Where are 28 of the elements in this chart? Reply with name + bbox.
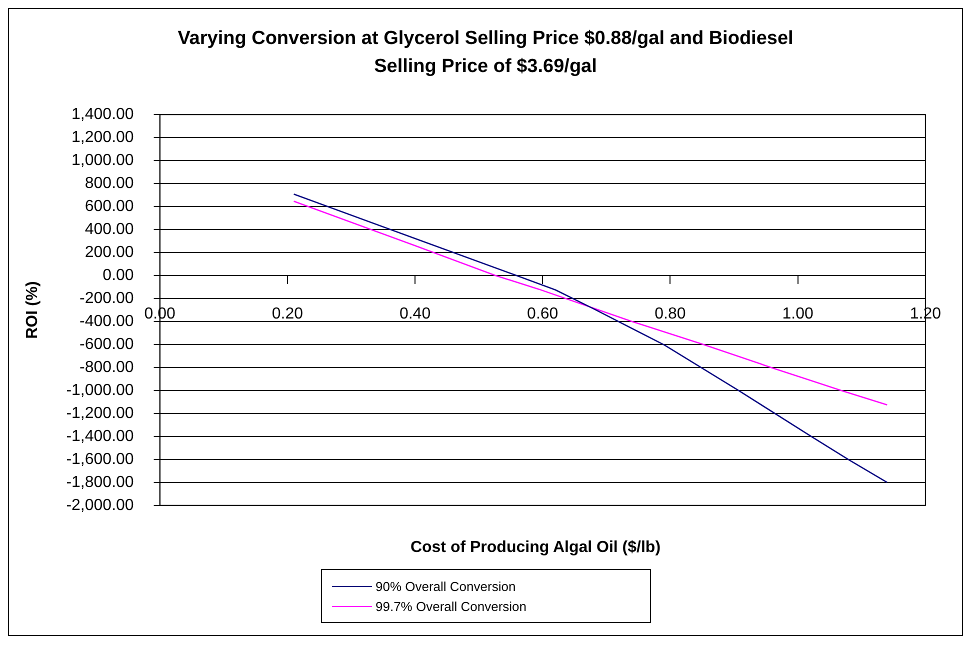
y-tick-label: -1,000.00 (66, 382, 134, 399)
x-tick-label: 0.40 (399, 306, 431, 323)
y-tick-label: 1,200.00 (72, 128, 134, 146)
x-tick-label: 0.60 (527, 306, 558, 323)
x-axis-title: Cost of Producing Algal Oil ($/lb) (409, 539, 662, 557)
chart-title: Varying Conversion at Glycerol Selling Price $0.88/gal and Biodiesel Selling Price of $3.69/gal (176, 27, 794, 79)
y-tick-label: -1,200.00 (66, 404, 134, 422)
y-tick-label: -600.00 (80, 336, 134, 353)
y-tick-label: 800.00 (84, 174, 134, 192)
y-tick-label: 200.00 (84, 244, 134, 261)
y-tick-label: -1,600.00 (66, 450, 134, 468)
y-axis-title: ROI (%) (24, 281, 42, 339)
y-tick-label: 400.00 (84, 220, 134, 238)
y-tick-label: -1,400.00 (66, 428, 134, 445)
x-tick-label: 1.00 (782, 306, 814, 323)
y-tick-label: -400.00 (80, 312, 134, 330)
x-tick-label: 0.80 (654, 306, 686, 323)
y-tick-label: -200.00 (80, 290, 134, 307)
legend-label: 90% Overall Conversion (376, 578, 516, 594)
y-tick-label: -1,800.00 (66, 474, 134, 491)
y-tick-label: -2,000.00 (66, 496, 134, 514)
y-tick-label: 1,000.00 (72, 152, 134, 169)
legend-label: 99.7% Overall Conversion (376, 598, 527, 614)
y-tick-label: -800.00 (80, 358, 134, 376)
y-tick-label: 0.00 (102, 266, 134, 284)
y-tick-label: 1,400.00 (72, 106, 134, 124)
y-tick-label: 600.00 (84, 198, 134, 215)
x-tick-label: 0.20 (272, 306, 304, 323)
